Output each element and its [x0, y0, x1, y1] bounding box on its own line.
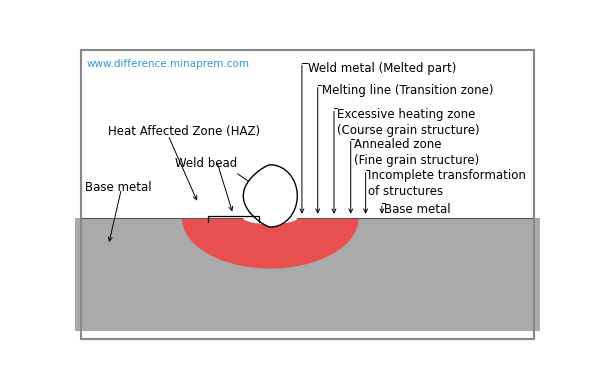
Text: Base metal: Base metal	[384, 203, 451, 216]
Bar	[75, 218, 540, 331]
Ellipse shape	[239, 201, 302, 235]
Text: Excessive heating zone
(Course grain structure): Excessive heating zone (Course grain str…	[337, 108, 479, 137]
Text: Weld bead: Weld bead	[175, 157, 237, 171]
Text: Melting line (Transition zone): Melting line (Transition zone)	[322, 84, 494, 97]
Ellipse shape	[203, 179, 338, 257]
Ellipse shape	[182, 168, 359, 269]
Bar	[75, 46, 540, 218]
Ellipse shape	[221, 191, 319, 245]
Text: Heat Affected Zone (HAZ): Heat Affected Zone (HAZ)	[107, 125, 260, 138]
Text: Weld metal (Melted part): Weld metal (Melted part)	[308, 62, 456, 75]
Text: www.difference.minaprem.com: www.difference.minaprem.com	[86, 59, 250, 69]
Text: Base metal: Base metal	[85, 181, 152, 194]
Text: Incomplete transformation
of structures: Incomplete transformation of structures	[368, 169, 526, 198]
Polygon shape	[244, 165, 297, 227]
Ellipse shape	[244, 212, 297, 224]
Text: Annealed zone
(Fine grain structure): Annealed zone (Fine grain structure)	[354, 137, 479, 166]
